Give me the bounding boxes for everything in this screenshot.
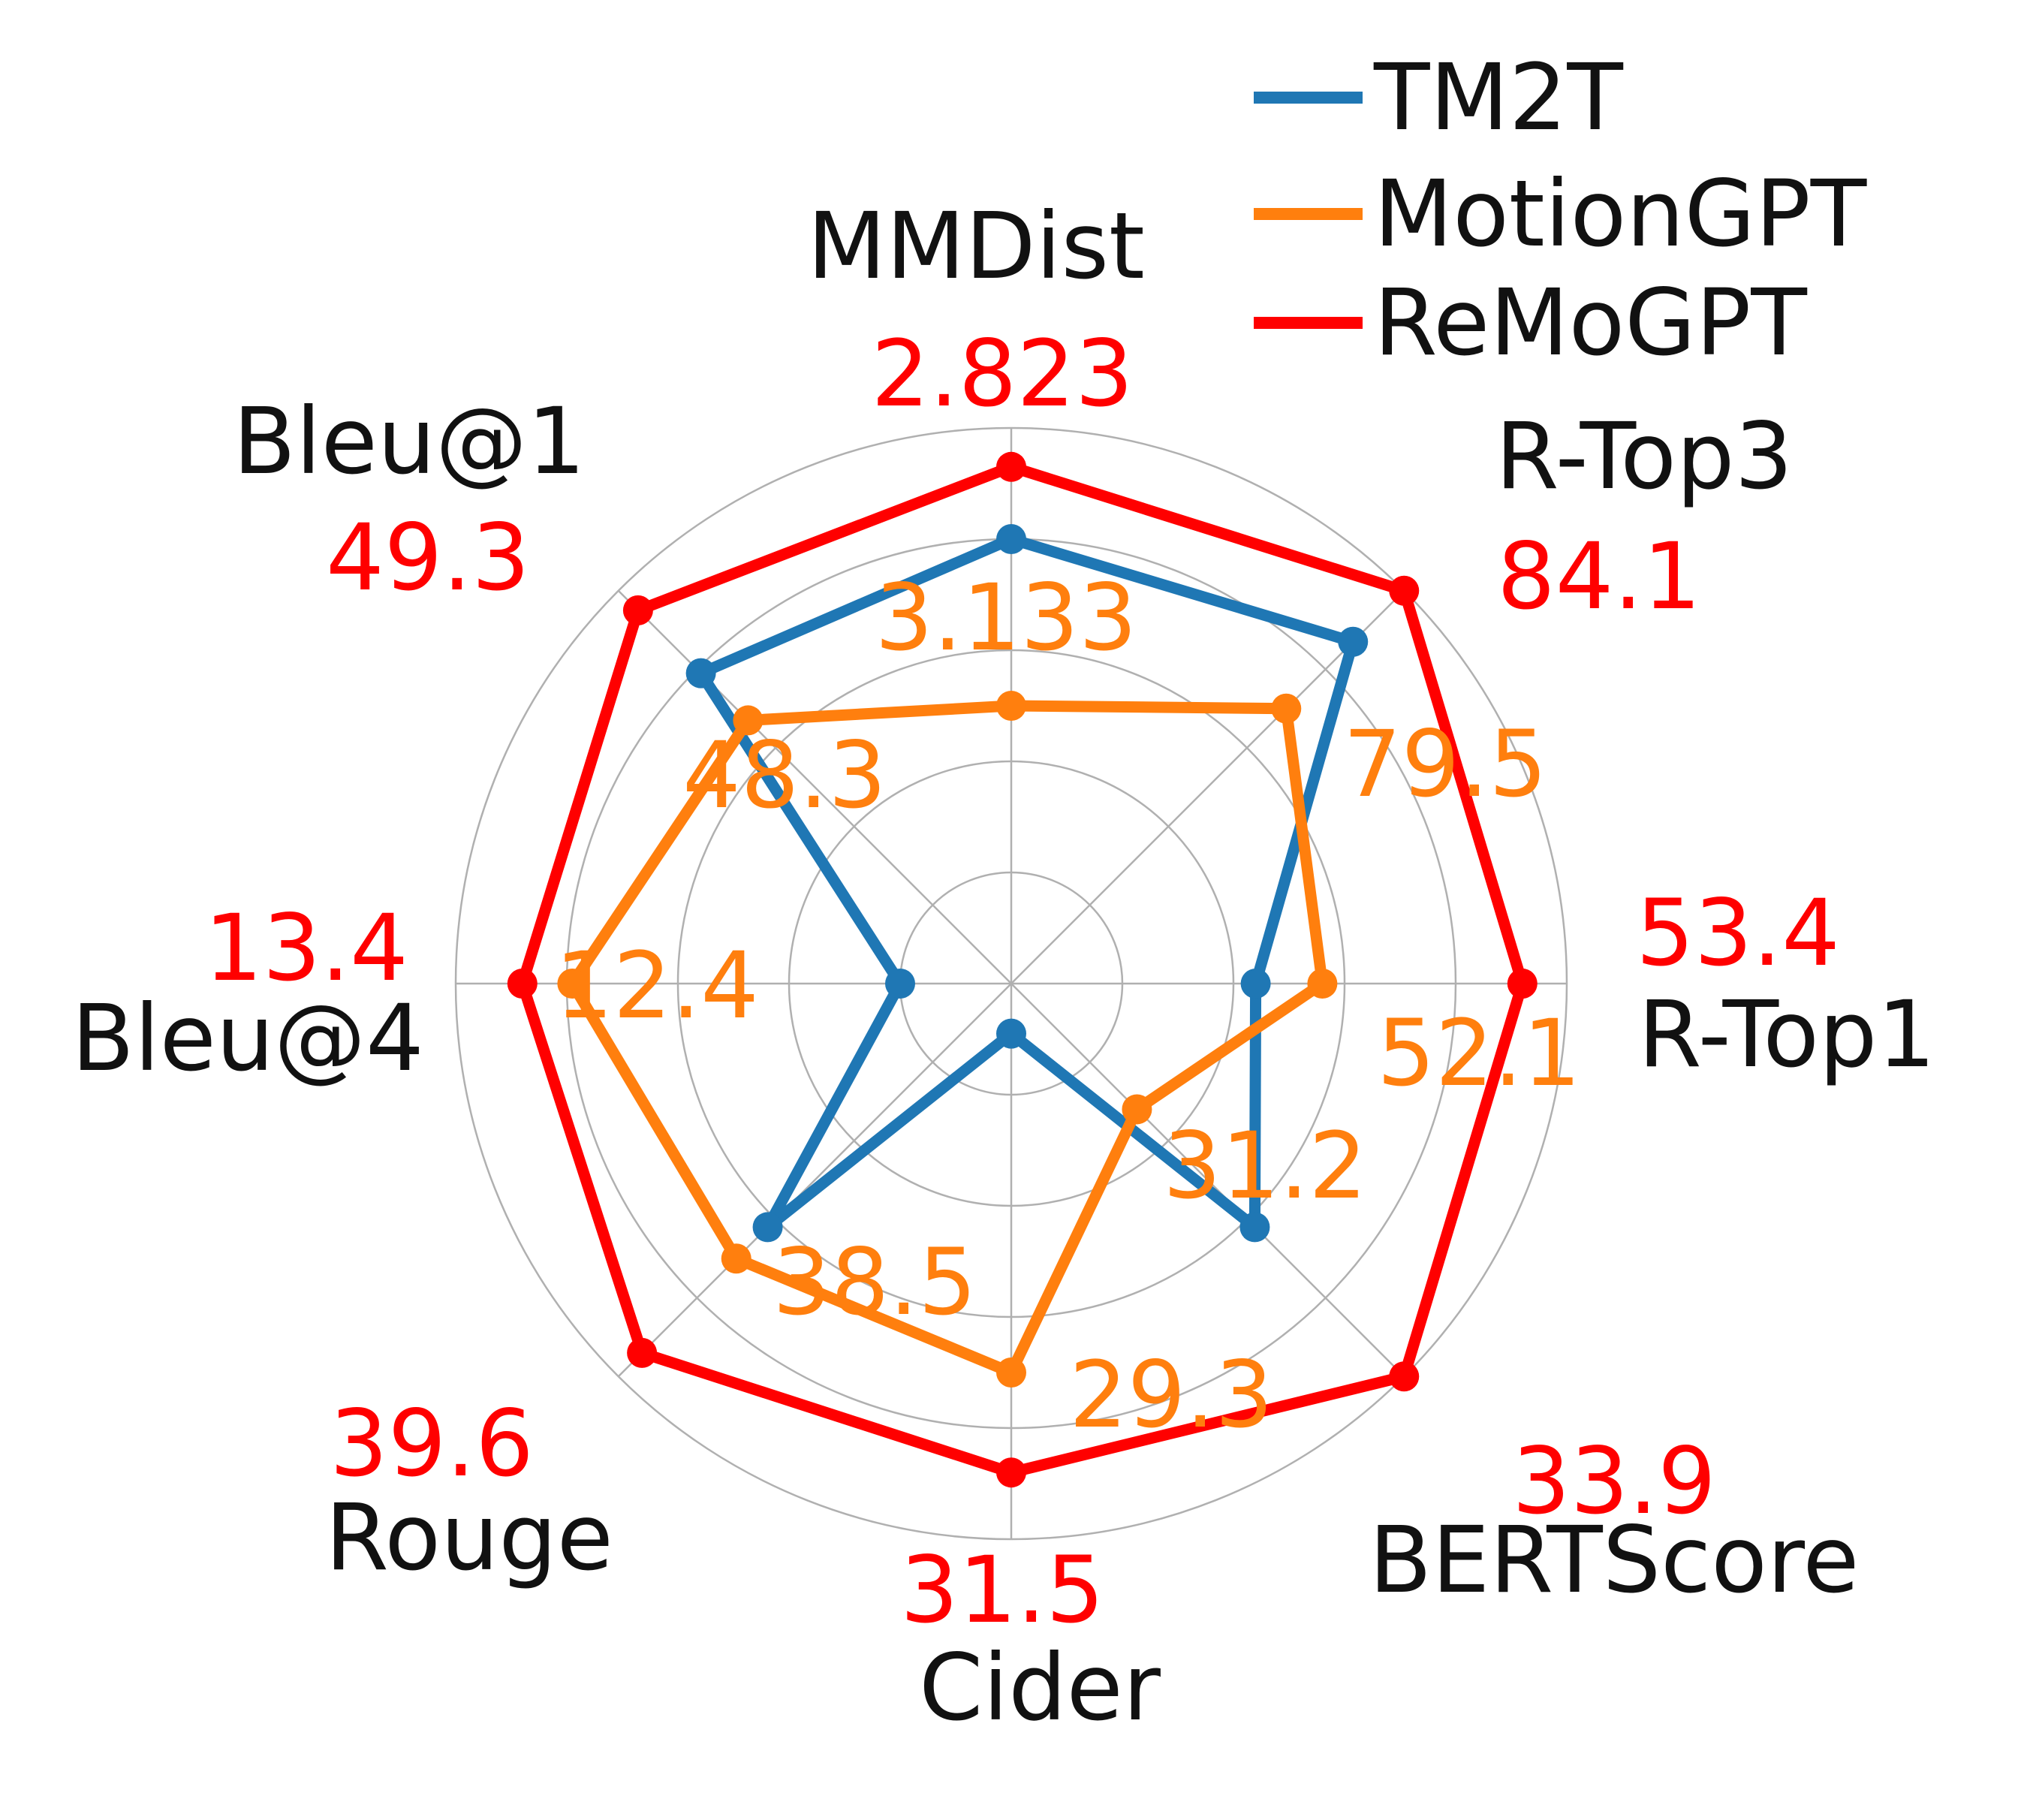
- value-label-remogpt-bertscore: 33.9: [1512, 1428, 1716, 1535]
- point-tm2t-bleu-4: [885, 969, 915, 999]
- value-label-remogpt-r-top1: 53.4: [1636, 880, 1840, 987]
- axis-spoke-bleu-1: [617, 589, 1012, 984]
- value-label-motiongpt-bleu-1: 48.3: [682, 722, 887, 829]
- point-motiongpt-rouge: [721, 1243, 751, 1274]
- value-label-motiongpt-r-top3: 79.5: [1343, 711, 1547, 818]
- point-motiongpt-cider: [996, 1357, 1026, 1388]
- point-remogpt-cider: [996, 1457, 1026, 1488]
- axis-spoke-rouge: [617, 983, 1012, 1378]
- axis-spoke-r-top3: [1010, 589, 1405, 984]
- point-tm2t-mmdist: [996, 524, 1026, 554]
- point-remogpt-mmdist: [996, 451, 1026, 482]
- grid-layer: [454, 426, 1568, 1541]
- axis-label-bertscore: BERTScore: [1369, 1507, 1860, 1614]
- value-label-remogpt-bleu-4: 13.4: [204, 895, 408, 1002]
- label-layer: MMDist R-Top3 R-Top1 BERTScore Cider Rouge Ble…: [71, 193, 1935, 1741]
- series-tm2t: [685, 524, 1369, 1243]
- axis-spoke-bertscore: [1010, 983, 1405, 1378]
- point-tm2t-r-top3: [1338, 626, 1369, 657]
- point-motiongpt-bertscore: [1122, 1094, 1152, 1125]
- point-motiongpt-bleu-1: [733, 705, 764, 736]
- point-remogpt-bleu-1: [622, 595, 653, 625]
- point-motiongpt-bleu-4: [557, 969, 588, 999]
- axis-label-bleu-1: Bleu@1: [233, 388, 586, 495]
- series-layer: [507, 451, 1538, 1488]
- axis-label-rouge: Rouge: [325, 1484, 613, 1591]
- point-remogpt-bleu-4: [507, 969, 538, 999]
- axis-label-r-top3: R-Top3: [1495, 403, 1793, 510]
- point-motiongpt-r-top3: [1271, 693, 1302, 724]
- point-tm2t-rouge: [752, 1212, 783, 1243]
- point-tm2t-bertscore: [1239, 1212, 1270, 1243]
- value-label-motiongpt-cider: 29.3: [1069, 1342, 1273, 1448]
- point-tm2t-r-top1: [1240, 969, 1271, 999]
- point-remogpt-r-top3: [1389, 575, 1420, 606]
- point-motiongpt-mmdist: [996, 691, 1026, 721]
- axis-label-mmdist: MMDist: [807, 193, 1145, 300]
- series-remogpt: [507, 451, 1538, 1488]
- value-label-remogpt-r-top3: 84.1: [1497, 523, 1701, 630]
- axis-label-r-top1: R-Top1: [1638, 981, 1935, 1088]
- series-motiongpt: [557, 691, 1338, 1388]
- value-label-remogpt-cider: 31.5: [900, 1537, 1104, 1644]
- point-motiongpt-r-top1: [1307, 969, 1338, 999]
- legend-label-tm2t: TM2T: [1373, 44, 1623, 151]
- value-label-motiongpt-bertscore: 31.2: [1163, 1113, 1367, 1219]
- value-label-motiongpt-rouge: 38.5: [773, 1229, 977, 1336]
- legend-item-remogpt: ReMoGPT: [1254, 270, 1807, 376]
- value-label-motiongpt-r-top1: 52.1: [1377, 1000, 1581, 1107]
- point-tm2t-cider: [996, 1018, 1026, 1049]
- point-tm2t-bleu-1: [685, 658, 716, 689]
- legend-item-motiongpt: MotionGPT: [1254, 161, 1867, 267]
- axis-label-bleu-4: Bleu@4: [71, 985, 424, 1092]
- point-remogpt-r-top1: [1507, 969, 1538, 999]
- point-remogpt-rouge: [627, 1337, 658, 1368]
- legend-label-remogpt: ReMoGPT: [1374, 270, 1807, 376]
- value-label-remogpt-mmdist: 2.823: [871, 321, 1133, 427]
- legend-item-tm2t: TM2T: [1254, 44, 1623, 151]
- axis-label-cider: Cider: [919, 1635, 1161, 1741]
- value-label-remogpt-bleu-1: 49.3: [326, 505, 530, 611]
- legend-label-motiongpt: MotionGPT: [1374, 161, 1867, 267]
- value-label-motiongpt-mmdist: 3.133: [875, 565, 1137, 671]
- value-label-remogpt-rouge: 39.6: [330, 1391, 534, 1497]
- value-label-motiongpt-bleu-4: 12.4: [555, 933, 759, 1039]
- point-remogpt-bertscore: [1389, 1361, 1420, 1392]
